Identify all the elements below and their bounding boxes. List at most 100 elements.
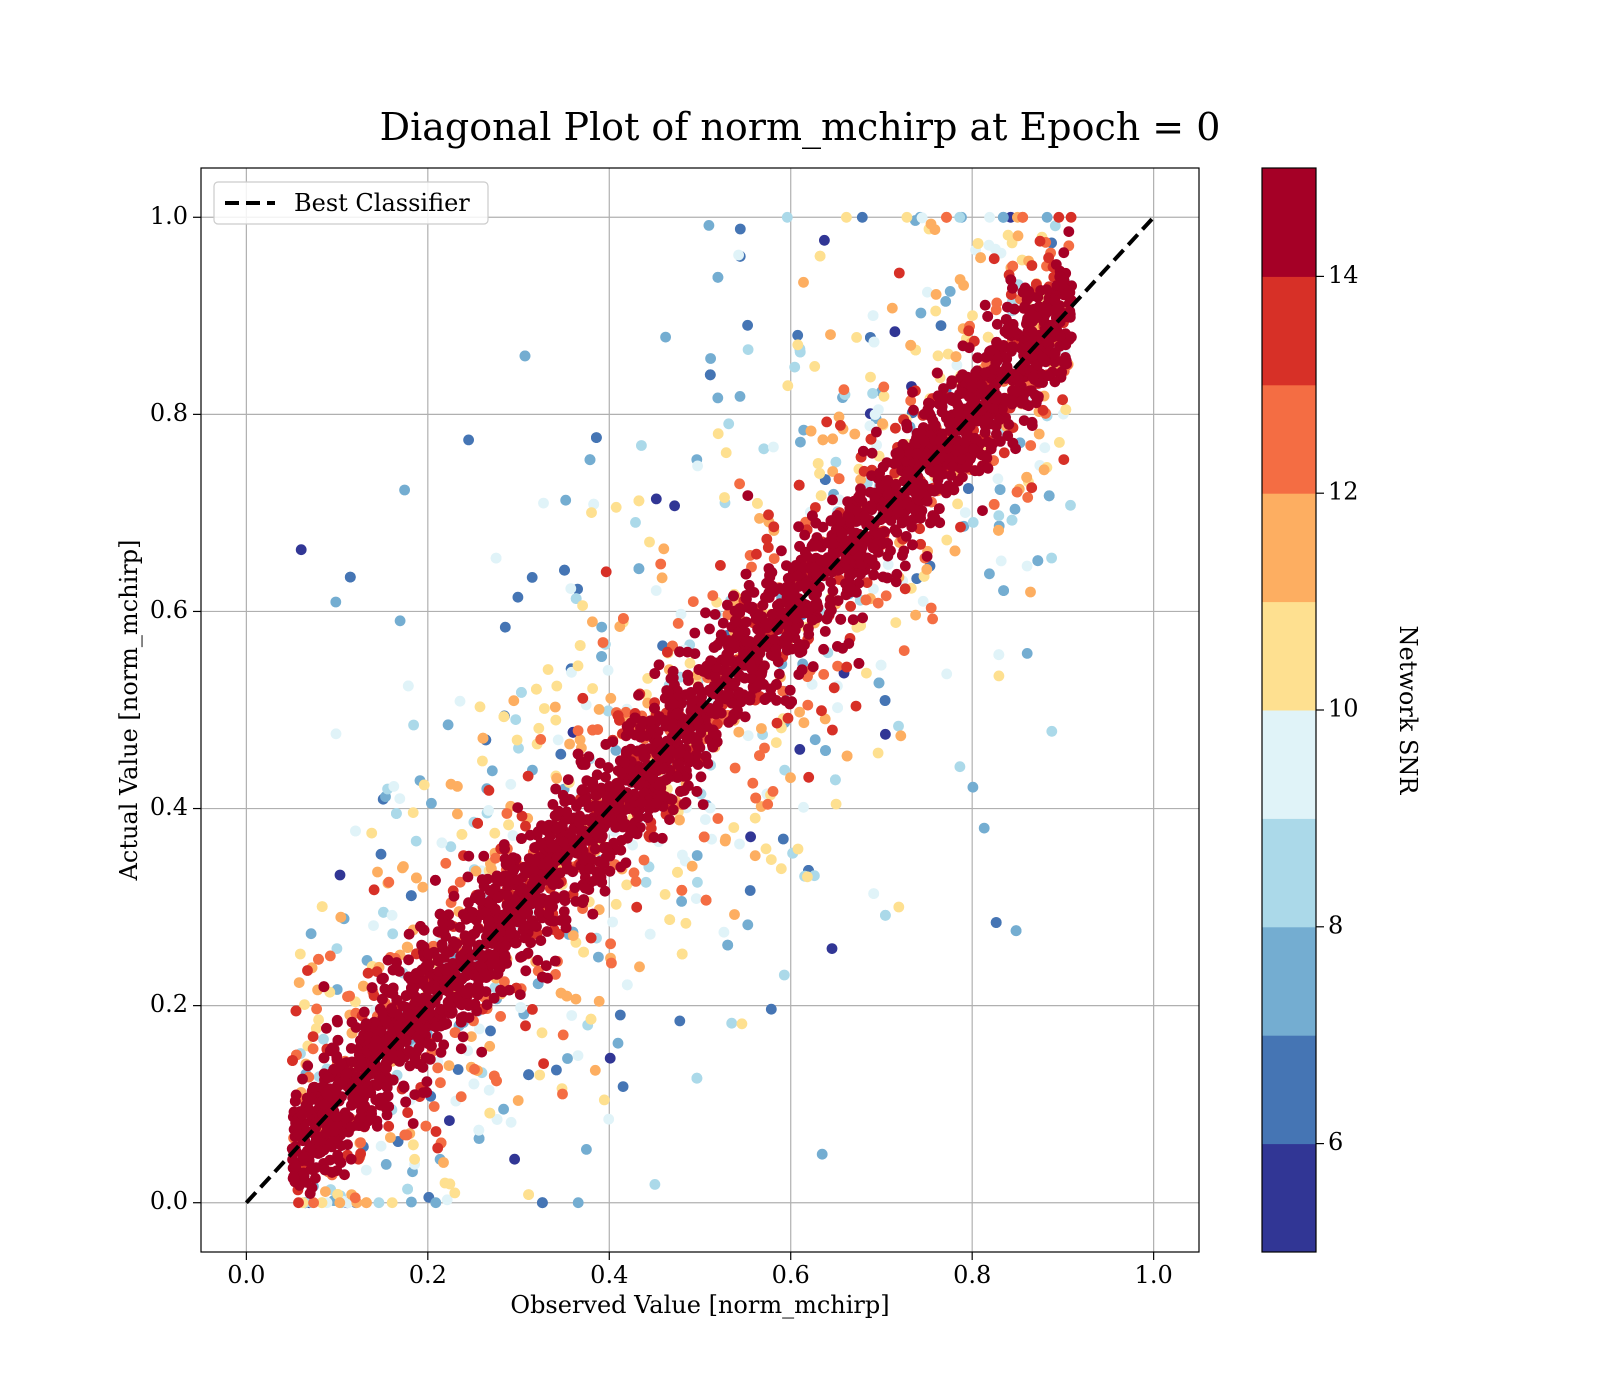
scatter-point <box>472 817 483 829</box>
scatter-point <box>607 916 618 928</box>
scatter-point <box>400 1036 412 1048</box>
scatter-point <box>442 719 454 731</box>
scatter-point <box>426 1040 437 1052</box>
scatter-point <box>591 432 602 443</box>
scatter-point <box>610 898 622 910</box>
scatter-point <box>416 939 427 951</box>
scatter-point <box>566 1010 578 1021</box>
scatter-point <box>621 879 633 891</box>
scatter-point <box>855 474 866 485</box>
scatter-point <box>526 572 538 583</box>
scatter-point <box>889 326 901 338</box>
scatter-point <box>844 502 856 514</box>
scatter-point <box>991 297 1003 309</box>
scatter-point <box>1054 437 1065 448</box>
scatter-point <box>932 350 944 362</box>
scatter-point <box>733 726 745 738</box>
scatter-point <box>551 680 563 692</box>
scatter-point <box>380 1159 392 1170</box>
scatter-point <box>899 583 911 595</box>
scatter-point <box>1040 307 1052 319</box>
scatter-point <box>531 683 542 695</box>
scatter-point <box>332 1016 343 1028</box>
scatter-point <box>662 646 673 658</box>
scatter-point <box>703 220 715 231</box>
scatter-point <box>855 483 866 495</box>
scatter-point <box>847 614 859 626</box>
scatter-point <box>449 1027 461 1038</box>
scatter-point <box>734 223 746 235</box>
scatter-point <box>777 833 789 845</box>
scatter-point <box>981 452 993 464</box>
scatter-point <box>794 638 805 650</box>
scatter-point <box>380 1016 392 1027</box>
scatter-point <box>742 919 754 931</box>
scatter-point <box>656 832 668 844</box>
scatter-point <box>828 682 840 694</box>
scatter-point <box>728 822 740 833</box>
scatter-point <box>1043 490 1055 502</box>
scatter-point <box>881 475 893 487</box>
scatter-point <box>577 854 589 866</box>
scatter-point <box>707 590 719 601</box>
scatter-point <box>720 447 732 459</box>
scatter-point <box>899 560 911 572</box>
scatter-point <box>378 906 389 918</box>
scatter-point <box>922 403 934 415</box>
scatter-point <box>649 1179 661 1190</box>
scatter-point <box>522 770 534 782</box>
scatter-point <box>998 447 1010 459</box>
scatter-point <box>510 937 521 949</box>
scatter-point <box>550 714 562 726</box>
scatter-point <box>821 416 833 428</box>
scatter-point <box>721 648 733 660</box>
scatter-point <box>1034 235 1046 247</box>
scatter-point <box>332 1189 344 1200</box>
scatter-point <box>293 977 305 988</box>
scatter-point <box>562 863 574 875</box>
scatter-point <box>687 596 699 607</box>
scatter-point <box>1058 247 1070 259</box>
scatter-point <box>324 950 336 962</box>
scatter-point <box>296 1109 308 1121</box>
scatter-point <box>512 802 524 813</box>
scatter-point <box>456 829 468 840</box>
scatter-point <box>308 1082 319 1093</box>
scatter-point <box>328 1064 340 1075</box>
scatter-point <box>825 329 836 340</box>
scatter-point <box>794 744 806 755</box>
scatter-point <box>1022 492 1034 503</box>
scatter-point <box>623 724 634 736</box>
scatter-point <box>406 1196 417 1208</box>
scatter-point <box>988 499 1000 510</box>
scatter-point <box>878 537 889 549</box>
scatter-point <box>742 490 754 501</box>
scatter-point <box>539 703 550 714</box>
scatter-point <box>387 964 399 976</box>
scatter-point <box>770 737 782 748</box>
scatter-point <box>604 781 615 792</box>
scatter-point <box>700 894 712 906</box>
scatter-point <box>993 524 1004 536</box>
scatter-point <box>1043 252 1054 264</box>
scatter-point <box>297 1073 308 1085</box>
scatter-point <box>560 494 572 506</box>
scatter-point <box>993 510 1005 522</box>
scatter-point <box>663 687 674 698</box>
scatter-point <box>589 1064 601 1076</box>
scatter-point <box>1053 211 1065 223</box>
scatter-point <box>477 755 488 767</box>
scatter-point <box>859 510 870 522</box>
scatter-point <box>304 1188 316 1199</box>
scatter-point <box>604 865 616 877</box>
scatter-point <box>975 252 986 264</box>
scatter-point <box>925 218 937 230</box>
scatter-point <box>789 361 801 373</box>
scatter-point <box>946 375 958 387</box>
scatter-point <box>938 383 949 394</box>
scatter-point <box>812 458 824 469</box>
scatter-point <box>349 1192 361 1204</box>
scatter-point <box>814 468 825 479</box>
scatter-point <box>452 781 463 792</box>
scatter-point <box>341 1068 353 1080</box>
